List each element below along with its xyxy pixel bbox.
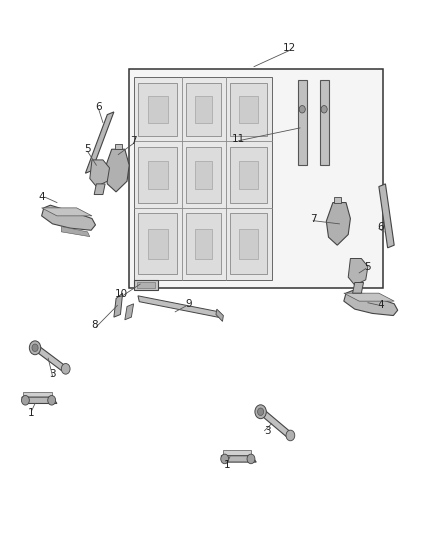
Text: 6: 6 [95,102,102,111]
Polygon shape [216,309,223,321]
Polygon shape [186,147,221,203]
Polygon shape [137,282,155,288]
Circle shape [32,344,38,352]
Polygon shape [33,346,68,370]
Polygon shape [105,149,129,192]
Polygon shape [195,229,212,259]
Text: 5: 5 [84,144,91,154]
Polygon shape [298,80,307,165]
Text: 6: 6 [378,222,385,231]
Circle shape [21,395,29,405]
Polygon shape [115,144,122,149]
Text: 5: 5 [364,262,371,271]
Polygon shape [221,456,256,462]
Text: 4: 4 [378,300,385,310]
Polygon shape [379,184,394,248]
Polygon shape [148,96,167,123]
Polygon shape [148,229,167,259]
Circle shape [299,106,305,113]
Text: 3: 3 [49,369,56,379]
Polygon shape [353,282,364,293]
Text: 7: 7 [310,214,317,223]
Polygon shape [85,112,114,173]
Text: 11: 11 [232,134,245,143]
Polygon shape [258,410,293,437]
Polygon shape [186,213,221,274]
Polygon shape [223,450,251,456]
Polygon shape [23,392,52,397]
Circle shape [247,454,255,464]
Polygon shape [61,227,90,237]
Polygon shape [42,205,95,230]
Text: 8: 8 [91,320,98,330]
Polygon shape [195,160,212,189]
Circle shape [48,395,56,405]
Polygon shape [239,96,258,123]
Polygon shape [90,160,110,187]
Polygon shape [148,160,167,189]
Polygon shape [138,83,177,136]
Text: 3: 3 [264,426,271,435]
Polygon shape [326,203,350,245]
Polygon shape [129,69,383,288]
Text: 1: 1 [28,408,35,418]
Polygon shape [230,147,267,203]
Polygon shape [138,147,177,203]
Polygon shape [22,397,57,403]
Polygon shape [239,160,258,189]
Text: 4: 4 [38,192,45,202]
Polygon shape [138,296,220,318]
Text: 9: 9 [185,299,192,309]
Text: 1: 1 [223,461,230,470]
Circle shape [255,405,266,419]
Circle shape [321,106,327,113]
Polygon shape [334,197,341,203]
Polygon shape [134,77,272,280]
Circle shape [258,408,264,416]
Polygon shape [320,80,328,165]
Text: 7: 7 [130,136,137,146]
Polygon shape [186,83,221,136]
Polygon shape [42,208,92,216]
Polygon shape [195,96,212,123]
Polygon shape [344,293,394,301]
Text: 10: 10 [115,289,128,299]
Text: 12: 12 [283,43,296,53]
Polygon shape [94,184,105,195]
Polygon shape [239,229,258,259]
Polygon shape [230,83,267,136]
Polygon shape [134,280,158,290]
Circle shape [61,364,70,374]
Circle shape [221,454,229,464]
Polygon shape [348,259,368,285]
Polygon shape [114,293,123,317]
Polygon shape [138,213,177,274]
Circle shape [29,341,41,355]
Circle shape [286,430,295,441]
Polygon shape [125,304,134,320]
Polygon shape [230,213,267,274]
Polygon shape [344,290,398,316]
